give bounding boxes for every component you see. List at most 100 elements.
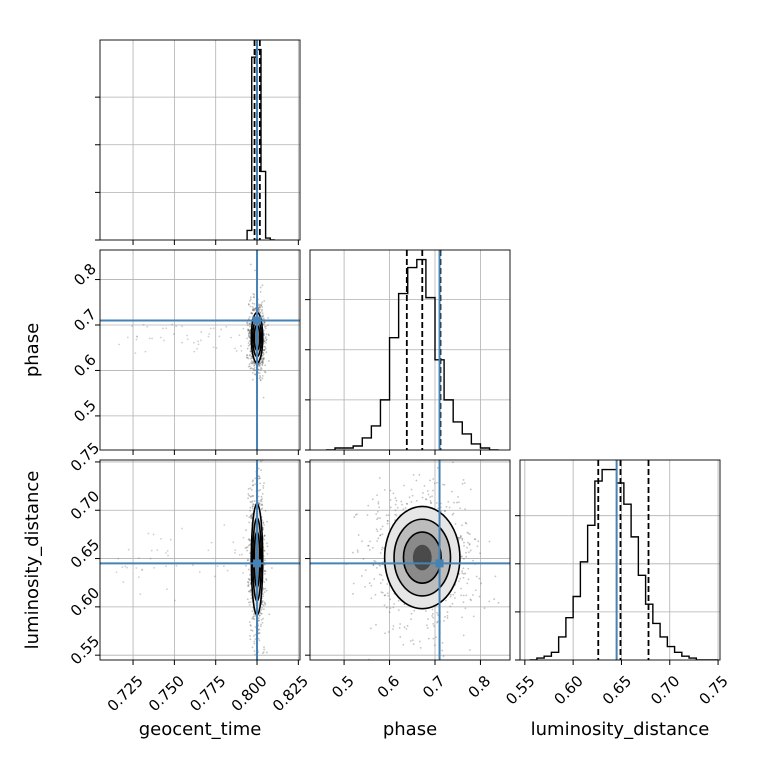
scatter-point bbox=[364, 585, 366, 588]
scatter-point bbox=[381, 591, 384, 594]
scatter-point bbox=[131, 325, 133, 328]
truth-marker bbox=[253, 316, 262, 325]
x-tick-label: 0.800 bbox=[228, 672, 271, 715]
x-tick-label: 0.8 bbox=[465, 672, 495, 702]
scatter-point bbox=[261, 360, 264, 363]
x-tick-label: 0.65 bbox=[599, 672, 635, 708]
scatter-point bbox=[464, 607, 467, 610]
scatter-point bbox=[436, 621, 439, 624]
scatter-point bbox=[247, 329, 249, 332]
scatter-point bbox=[259, 374, 261, 377]
scatter-point bbox=[172, 333, 175, 335]
scatter-point bbox=[432, 489, 434, 492]
scatter-point bbox=[378, 506, 381, 509]
scatter-point bbox=[379, 534, 382, 537]
scatter-point bbox=[141, 568, 143, 571]
scatter-point bbox=[249, 331, 252, 334]
scatter-point bbox=[181, 527, 183, 530]
scatter-point bbox=[215, 346, 218, 349]
scatter-point bbox=[370, 597, 373, 600]
scatter-point bbox=[394, 497, 397, 500]
scatter-point bbox=[429, 496, 432, 498]
scatter-point bbox=[399, 623, 402, 625]
scatter-point bbox=[372, 564, 375, 566]
contour-line-1 bbox=[393, 518, 452, 597]
scatter-point bbox=[376, 540, 379, 542]
panel-background bbox=[100, 460, 300, 660]
scatter-point bbox=[192, 341, 195, 344]
scatter-point bbox=[480, 582, 483, 585]
scatter-point bbox=[248, 516, 251, 519]
scatter-point bbox=[262, 315, 264, 318]
scatter-point bbox=[386, 522, 389, 525]
scatter-point bbox=[249, 552, 251, 555]
scatter-point bbox=[250, 489, 253, 491]
scatter-point bbox=[457, 501, 460, 504]
scatter-point bbox=[248, 539, 251, 541]
scatter-point bbox=[254, 669, 256, 671]
scatter-point bbox=[263, 524, 265, 526]
scatter-point bbox=[263, 550, 266, 552]
scatter-point bbox=[405, 627, 408, 630]
scatter-point bbox=[261, 492, 264, 495]
scatter-point bbox=[263, 549, 266, 552]
scatter-point bbox=[248, 578, 251, 581]
scatter-point bbox=[247, 583, 250, 586]
scatter-point bbox=[258, 628, 261, 631]
scatter-point bbox=[253, 650, 256, 653]
scatter-point bbox=[263, 591, 266, 594]
scatter-point bbox=[260, 500, 263, 503]
scatter-point bbox=[261, 359, 264, 362]
scatter-point bbox=[251, 505, 254, 508]
scatter-point bbox=[258, 639, 261, 642]
scatter-point bbox=[369, 540, 371, 543]
density-geocent_time-luminosity_distance bbox=[100, 460, 300, 708]
scatter-point bbox=[248, 538, 250, 541]
scatter-point bbox=[257, 632, 260, 635]
scatter-point bbox=[263, 534, 266, 537]
scatter-point bbox=[159, 336, 162, 339]
scatter-point bbox=[356, 549, 359, 552]
scatter-point bbox=[252, 378, 254, 381]
scatter-point bbox=[432, 616, 435, 619]
scatter-point bbox=[461, 616, 463, 619]
scatter-point bbox=[375, 623, 377, 626]
scatter-point bbox=[253, 293, 256, 296]
scatter-point bbox=[253, 296, 255, 299]
scatter-point bbox=[458, 536, 461, 539]
y-axis-label-luminosity_distance: luminosity_distance bbox=[22, 471, 43, 650]
scatter-point bbox=[262, 358, 265, 361]
scatter-point bbox=[261, 362, 264, 365]
scatter-point bbox=[389, 607, 392, 609]
panel-phase-vs-phase bbox=[305, 249, 511, 455]
scatter-point bbox=[252, 292, 255, 295]
y-axis-label-phase: phase bbox=[22, 323, 43, 377]
scatter-point bbox=[389, 598, 392, 601]
panel-frame bbox=[99, 459, 301, 661]
scatter-point bbox=[422, 492, 424, 494]
scatter-point bbox=[262, 396, 265, 399]
scatter-point bbox=[415, 479, 418, 482]
scatter-point bbox=[234, 552, 236, 554]
scatter-point bbox=[198, 571, 201, 573]
scatter-point bbox=[262, 314, 264, 317]
scatter-point bbox=[400, 500, 403, 503]
scatter-point bbox=[258, 706, 260, 708]
scatter-point bbox=[477, 540, 480, 543]
scatter-point bbox=[442, 655, 445, 658]
scatter-point bbox=[462, 594, 465, 597]
scatter-point bbox=[262, 322, 265, 325]
scatter-point bbox=[262, 349, 265, 352]
scatter-point bbox=[248, 621, 251, 623]
scatter-point bbox=[257, 617, 260, 619]
scatter-point bbox=[260, 498, 263, 501]
scatter-point bbox=[478, 577, 481, 580]
scatter-point bbox=[263, 601, 266, 604]
scatter-point bbox=[152, 533, 155, 536]
scatter-point bbox=[435, 502, 438, 504]
scatter-point bbox=[461, 482, 464, 485]
scatter-point bbox=[469, 549, 472, 552]
scatter-point bbox=[247, 544, 250, 547]
scatter-point bbox=[425, 498, 428, 501]
scatter-point bbox=[383, 594, 386, 597]
